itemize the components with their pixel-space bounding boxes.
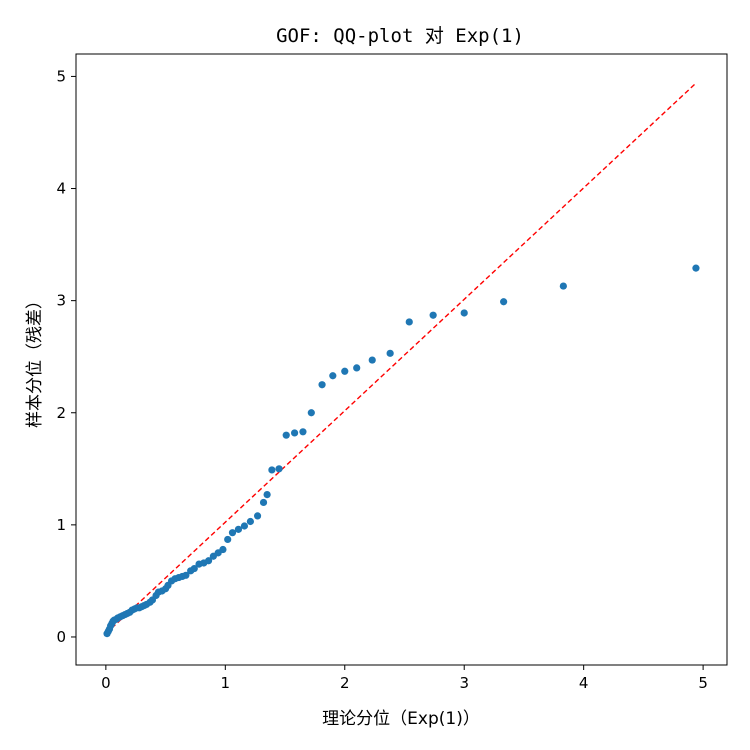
y-axis-ticks: 0 1 2 3 4 5	[56, 67, 76, 646]
data-point	[329, 372, 337, 380]
y-tick-label: 0	[56, 628, 66, 646]
plot-area	[75, 53, 728, 666]
data-point	[240, 522, 249, 530]
data-point	[253, 512, 262, 520]
x-tick-label: 4	[579, 674, 589, 692]
x-tick-label: 1	[221, 674, 231, 692]
chart-title: GOF: QQ-plot 对 Exp(1)	[276, 25, 524, 47]
data-point	[299, 428, 307, 436]
x-tick-label: 0	[101, 674, 111, 692]
data-point	[405, 318, 413, 326]
data-point	[228, 529, 237, 537]
data-point	[246, 517, 254, 526]
x-tick-label: 5	[698, 674, 708, 692]
y-tick-label: 5	[56, 67, 66, 85]
data-point	[234, 525, 243, 533]
x-axis-ticks: 0 1 2 3 4 5	[101, 665, 708, 692]
y-axis-label: 样本分位（残差）	[25, 292, 45, 428]
data-point	[275, 465, 283, 473]
points-layer	[103, 264, 700, 638]
plot-frame	[75, 53, 728, 666]
y-tick-label: 2	[56, 404, 66, 422]
data-point	[318, 381, 326, 389]
data-point	[429, 311, 437, 319]
y-tick-label: 1	[56, 516, 66, 534]
reference-line-layer	[105, 82, 697, 635]
data-point	[204, 557, 213, 565]
data-point	[219, 545, 227, 554]
data-point	[307, 409, 315, 417]
x-axis-label: 理论分位（Exp(1)）	[322, 709, 480, 729]
y-tick-label: 3	[56, 292, 66, 310]
data-point	[190, 564, 198, 573]
data-point	[282, 431, 290, 439]
data-point	[268, 466, 276, 474]
data-point	[500, 298, 508, 306]
x-tick-label: 3	[459, 674, 469, 692]
data-point	[259, 498, 268, 507]
data-point	[290, 429, 299, 437]
data-point	[692, 264, 700, 272]
x-tick-label: 2	[340, 674, 350, 692]
data-point	[263, 490, 271, 499]
data-point	[182, 571, 190, 579]
data-point	[460, 309, 468, 317]
data-point	[341, 367, 349, 375]
y-tick-label: 4	[56, 180, 66, 198]
data-point	[559, 282, 567, 290]
reference-line	[105, 82, 697, 635]
data-point	[368, 356, 376, 364]
data-point	[224, 535, 232, 544]
data-point	[353, 364, 361, 372]
data-point	[386, 349, 394, 357]
